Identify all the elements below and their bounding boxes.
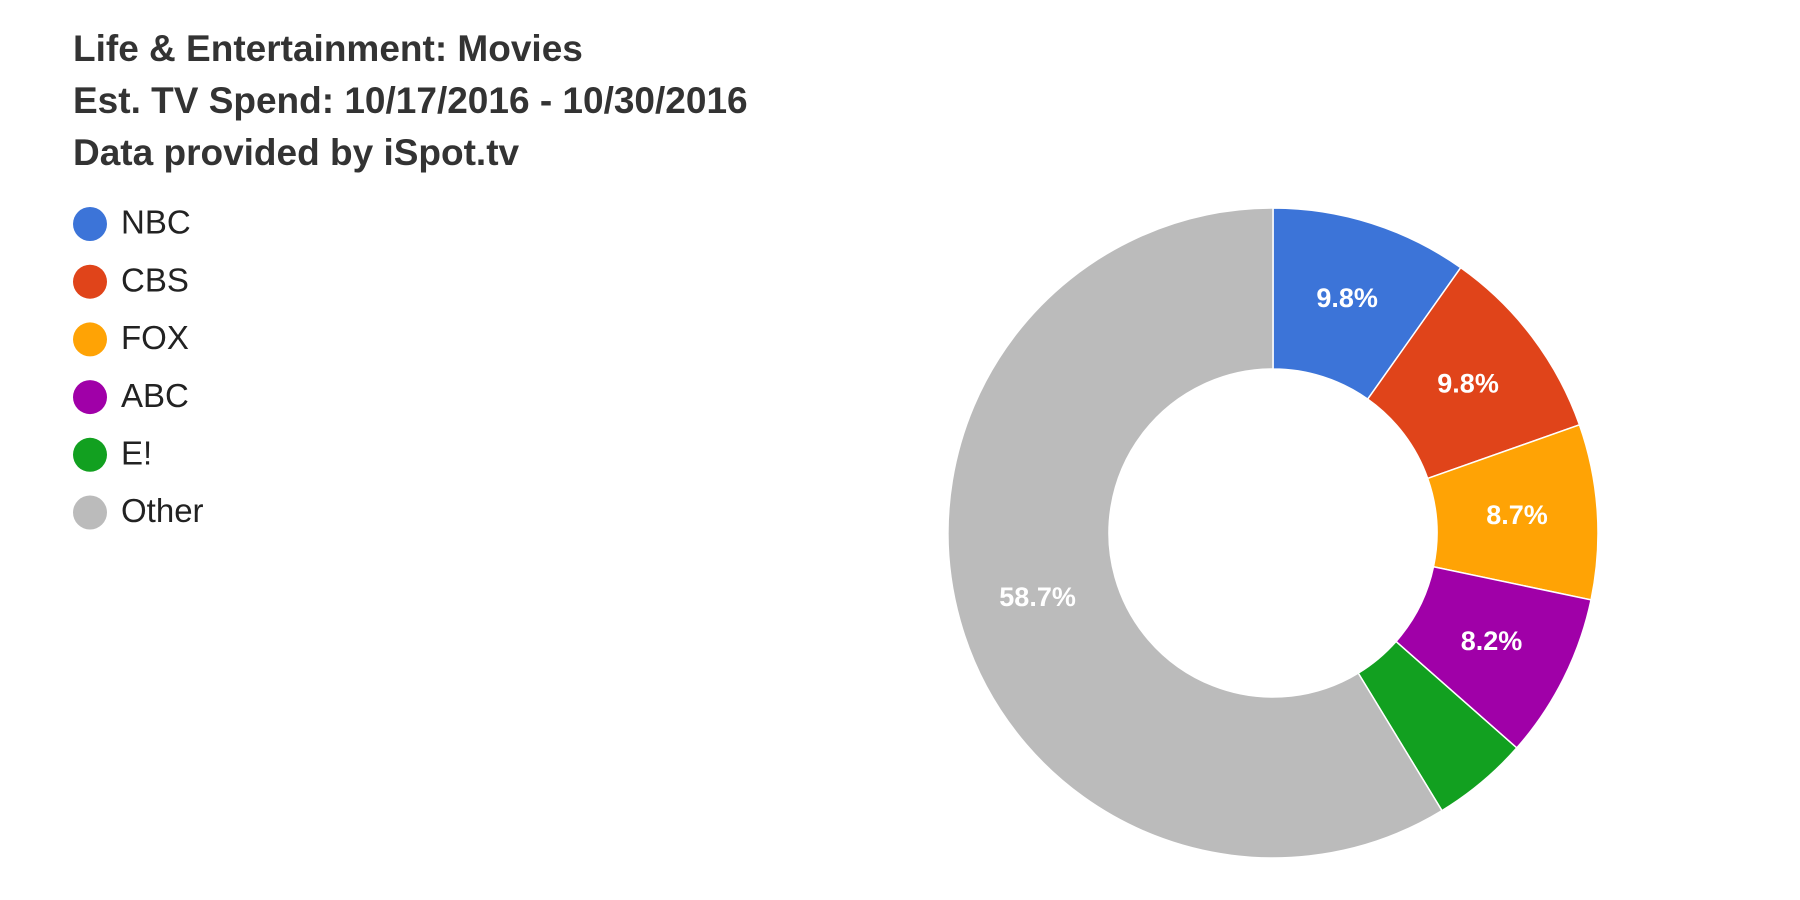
legend-label: E!	[121, 435, 152, 472]
value-label: 9.8%	[1437, 369, 1499, 399]
legend-swatch	[73, 437, 107, 472]
legend-label: ABC	[121, 377, 189, 414]
chart-title: Life & Entertainment: Movies	[73, 28, 583, 69]
legend-swatch	[73, 322, 107, 357]
legend-label: Other	[121, 492, 204, 529]
value-label: 8.7%	[1486, 500, 1548, 530]
legend-label: CBS	[121, 261, 189, 298]
value-label: 8.2%	[1461, 626, 1523, 656]
donut-slice	[947, 207, 1443, 859]
chart-note: Data provided by iSpot.tv	[73, 132, 520, 173]
legend-swatch	[73, 495, 107, 530]
legend-swatch	[73, 264, 107, 299]
value-label: 9.8%	[1316, 283, 1378, 313]
value-label: 58.7%	[999, 582, 1076, 612]
legend-label: FOX	[121, 319, 189, 356]
legend-swatch	[73, 207, 107, 241]
chart-subtitle: Est. TV Spend: 10/17/2016 - 10/30/2016	[73, 80, 748, 121]
legend-swatch	[73, 380, 107, 415]
legend-label: NBC	[121, 204, 191, 241]
